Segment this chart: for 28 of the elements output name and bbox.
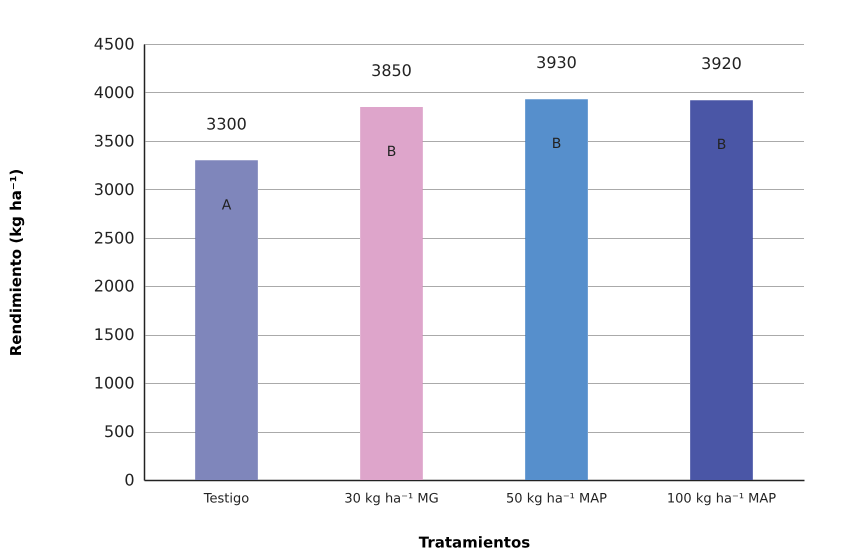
y-tick-label: 4500 — [94, 34, 134, 54]
y-tick-label: 1500 — [94, 325, 134, 344]
data-label: 3930 — [536, 53, 577, 72]
x-axis-title: Tratamientos — [418, 534, 530, 552]
data-label: 3920 — [701, 54, 742, 74]
annotation: B — [552, 136, 562, 152]
x-tick-label: 50 kg ha⁻¹ MAP — [506, 492, 608, 506]
y-tick-label: 500 — [104, 422, 134, 442]
x-tick-label: Testigo — [202, 492, 250, 506]
y-axis-title: Rendimiento (kg ha⁻¹) — [6, 168, 25, 356]
x-tick-label: 30 kg ha⁻¹ MG — [344, 492, 439, 506]
y-tick-label: 2500 — [94, 228, 134, 248]
annotation: B — [716, 137, 726, 154]
data-label: 3300 — [206, 114, 247, 134]
bar — [525, 99, 588, 480]
y-tick-label: 4000 — [94, 82, 134, 102]
y-tick-label: 0 — [124, 470, 134, 490]
data-label: 3850 — [371, 60, 412, 80]
bar — [690, 100, 753, 480]
y-tick-label: 3500 — [94, 131, 134, 150]
x-tick-label: 100 kg ha⁻¹ MAP — [666, 492, 776, 506]
y-tick-label: 2000 — [94, 276, 134, 296]
annotation: A — [222, 197, 232, 214]
bar — [195, 160, 258, 480]
annotation: B — [386, 144, 396, 160]
bar — [360, 106, 423, 480]
y-tick-label: 3000 — [94, 180, 134, 199]
y-tick-label: 1000 — [94, 374, 134, 393]
